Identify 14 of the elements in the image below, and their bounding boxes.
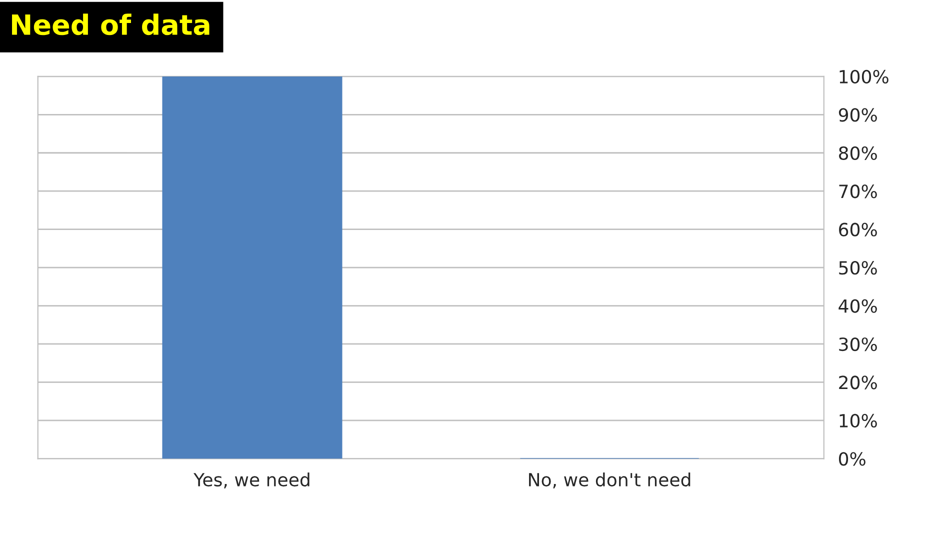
y-tick-label: 50% [839,261,877,275]
y-tick-label: 30% [839,337,877,352]
y-tick-label: 100% [840,70,888,84]
y-tick-label: 80% [839,146,877,160]
y-tick-label: 20% [839,376,877,390]
y-tick-label: 60% [839,222,877,236]
y-tick-label: 90% [838,108,877,122]
y-tick-label: 10% [840,414,877,428]
y-tick-label: 0% [838,452,866,466]
x-tick-label: No, we don't need [529,472,690,488]
y-tick-label: 40% [838,299,877,313]
y-tick-label: 70% [839,184,877,198]
x-tick-label: Yes, we need [194,472,310,488]
chart-title: Need of data [12,14,210,36]
